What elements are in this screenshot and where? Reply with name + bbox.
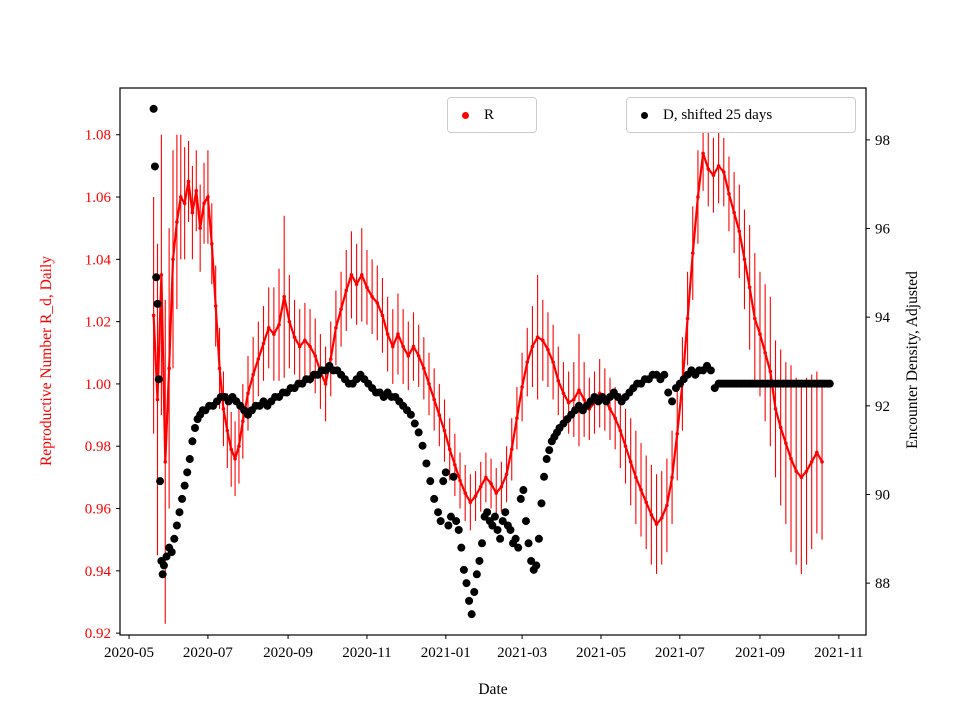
svg-text:0.98: 0.98 [85,439,111,455]
svg-text:1.02: 1.02 [85,315,111,331]
svg-text:2020-09: 2020-09 [263,645,313,661]
svg-text:0.92: 0.92 [85,626,111,642]
svg-text:94: 94 [875,310,891,326]
svg-text:2021-01: 2021-01 [421,645,471,661]
legend-d-label: D, shifted 25 days [663,106,773,123]
svg-text:2021-03: 2021-03 [497,645,547,661]
legend-r-label: R [484,106,495,123]
svg-text:1.06: 1.06 [85,190,112,206]
legend-r-series: R [447,97,537,133]
svg-text:0.96: 0.96 [85,502,112,518]
svg-text:90: 90 [875,487,890,503]
svg-text:1.00: 1.00 [85,377,111,393]
svg-text:96: 96 [875,222,891,238]
svg-text:2020-05: 2020-05 [104,645,154,661]
svg-text:92: 92 [875,399,890,415]
svg-text:2021-05: 2021-05 [576,645,626,661]
r-series-marker-icon [462,111,469,119]
x-axis-title: Date [478,681,508,698]
svg-text:1.04: 1.04 [85,252,112,268]
svg-text:1.08: 1.08 [85,128,111,144]
svg-text:2021-07: 2021-07 [655,645,705,661]
svg-text:2021-11: 2021-11 [814,645,863,661]
right-axis-title: Encounter Density, Adjusted [904,271,921,449]
legend-d-series: D, shifted 25 days [626,97,856,133]
svg-text:2020-11: 2020-11 [342,645,391,661]
left-axis-title: Reproductive Number R_d, Daily [38,255,55,467]
svg-text:88: 88 [875,576,890,592]
svg-text:98: 98 [875,133,890,149]
d-series-marker-icon [641,111,648,119]
svg-text:2021-09: 2021-09 [735,645,785,661]
svg-text:2020-07: 2020-07 [183,645,233,661]
svg-text:0.94: 0.94 [85,564,112,580]
